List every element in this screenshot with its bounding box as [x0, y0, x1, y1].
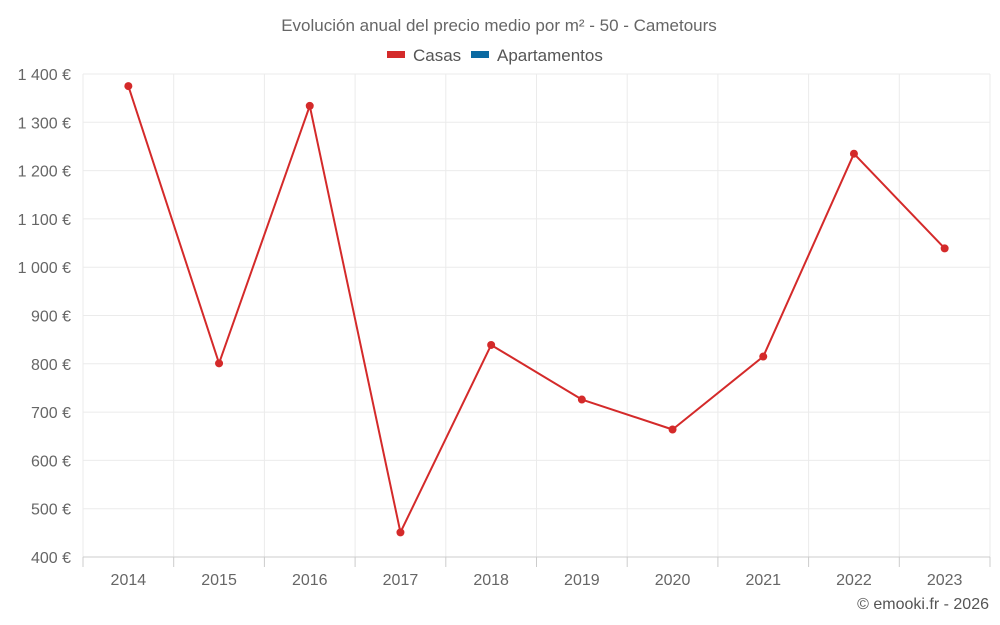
data-point-casas-2015[interactable] — [215, 359, 224, 368]
x-axis-labels: 2014 2015 2016 2017 2018 2019 2020 2021 2022 2023 — [111, 572, 963, 589]
y-tick-label: 800 € — [31, 357, 71, 374]
x-tick-label: 2020 — [655, 572, 691, 589]
data-point-casas-2021[interactable] — [759, 352, 768, 361]
data-point-casas-2018[interactable] — [487, 340, 496, 349]
x-tick-label: 2017 — [383, 572, 419, 589]
y-tick-label: 900 € — [31, 309, 71, 326]
legend-item-casas[interactable]: Casas — [387, 46, 461, 65]
x-tick-label: 2014 — [111, 572, 147, 589]
y-tick-label: 400 € — [31, 550, 71, 567]
x-grid — [82, 74, 991, 567]
y-tick-label: 1 200 € — [18, 164, 71, 181]
y-grid — [83, 73, 990, 510]
x-tick-label: 2019 — [564, 572, 600, 589]
legend-item-apartamentos[interactable]: Apartamentos — [471, 46, 603, 65]
x-tick-label: 2018 — [473, 572, 509, 589]
series-casas — [124, 82, 949, 537]
y-tick-label: 500 € — [31, 502, 71, 519]
y-tick-label: 1 400 € — [18, 67, 71, 84]
y-tick-label: 600 € — [31, 453, 71, 470]
x-tick-label: 2015 — [201, 572, 237, 589]
data-point-casas-2023[interactable] — [940, 244, 949, 253]
legend: Casas Apartamentos — [387, 46, 603, 65]
y-tick-label: 1 300 € — [18, 115, 71, 132]
legend-swatch-casas — [387, 51, 405, 58]
y-tick-label: 700 € — [31, 405, 71, 422]
y-tick-label: 1 100 € — [18, 212, 71, 229]
x-tick-label: 2022 — [836, 572, 872, 589]
legend-swatch-apartamentos — [471, 51, 489, 58]
y-axis-labels: 400 € 500 € 600 € 700 € 800 € 900 € 1 000 € 1 1… — [18, 67, 71, 567]
y-tick-label: 1 000 € — [18, 260, 71, 277]
legend-label-casas: Casas — [413, 46, 461, 65]
series-line-casas — [127, 85, 946, 534]
x-tick-label: 2016 — [292, 572, 328, 589]
data-point-casas-2016[interactable] — [305, 101, 314, 110]
credit-text: © emooki.fr - 2026 — [857, 596, 989, 613]
data-point-casas-2017[interactable] — [396, 528, 405, 537]
data-point-casas-2020[interactable] — [668, 425, 677, 434]
data-point-casas-2019[interactable] — [577, 395, 586, 404]
x-tick-label: 2023 — [927, 572, 963, 589]
data-point-casas-2014[interactable] — [124, 82, 133, 91]
data-point-casas-2022[interactable] — [849, 149, 858, 158]
x-tick-label: 2021 — [745, 572, 781, 589]
legend-label-apartamentos: Apartamentos — [497, 46, 603, 65]
chart-title: Evolución anual del precio medio por m² … — [281, 16, 717, 35]
